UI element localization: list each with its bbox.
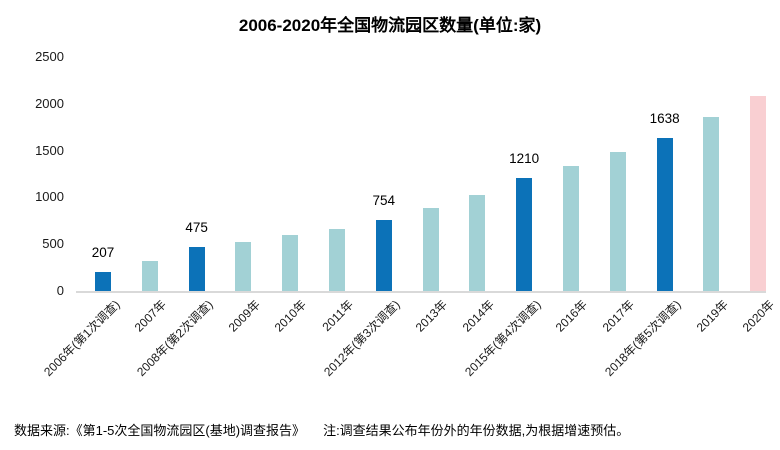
bar	[329, 229, 345, 291]
bar	[703, 117, 720, 291]
bar	[656, 138, 673, 291]
bar-value-label: 1638	[649, 111, 680, 126]
y-axis-tick-label: 0	[56, 283, 64, 298]
bar	[469, 195, 486, 291]
y-axis-tick-label: 2000	[35, 95, 64, 111]
estimate-note: 注:调查结果公布年份外的年份数据,为根据增速预估。	[323, 423, 630, 438]
x-axis-tick-label: 2009年	[225, 297, 263, 335]
bar	[235, 242, 252, 291]
x-axis-tick-label: 2017年	[599, 297, 638, 335]
bar	[95, 272, 111, 291]
x-axis-tick-label: 2014年	[459, 297, 497, 335]
bar	[188, 247, 205, 291]
bar	[516, 178, 533, 291]
plot-area: 207 475 754 1210 1638	[76, 57, 767, 293]
y-axis-tick-label: 500	[42, 236, 64, 252]
bar	[609, 152, 626, 291]
x-axis-tick-label: 2007年	[131, 297, 170, 335]
footer: 数据来源:《第1-5次全国物流园区(基地)调查报告》 注:调查结果公布年份外的年份…	[14, 420, 629, 439]
x-axis-tick-label: 2006年(第1次调查)	[40, 297, 123, 379]
bar	[141, 261, 158, 291]
y-axis-tick-label: 1500	[35, 142, 64, 158]
bar-value-label: 475	[185, 220, 208, 235]
bar-value-label: 754	[372, 193, 396, 208]
x-axis-tick-label: 2020年	[740, 297, 778, 335]
x-axis-tick-label: 2016年	[553, 297, 591, 335]
bar-value-label: 207	[91, 245, 115, 260]
x-axis-tick-label: 2013年	[412, 297, 450, 335]
data-source-note: 数据来源:《第1-5次全国物流园区(基地)调查报告》	[14, 423, 306, 438]
bar	[282, 235, 299, 291]
x-axis-tick-label: 2010年	[272, 297, 310, 335]
y-axis-tick-label: 2500	[35, 49, 64, 64]
bar	[563, 166, 579, 291]
bar-value-label: 1210	[509, 151, 540, 166]
bar	[750, 96, 767, 291]
x-axis-tick-label: 2019年	[693, 297, 731, 335]
x-axis-tick-label: 2011年	[319, 297, 357, 335]
x-axis-line	[76, 291, 766, 293]
bar	[375, 220, 392, 291]
bar	[422, 208, 439, 291]
chart-title: 2006-2020年全国物流园区数量(单位:家)	[238, 16, 542, 35]
y-axis-tick-label: 1000	[35, 189, 64, 205]
